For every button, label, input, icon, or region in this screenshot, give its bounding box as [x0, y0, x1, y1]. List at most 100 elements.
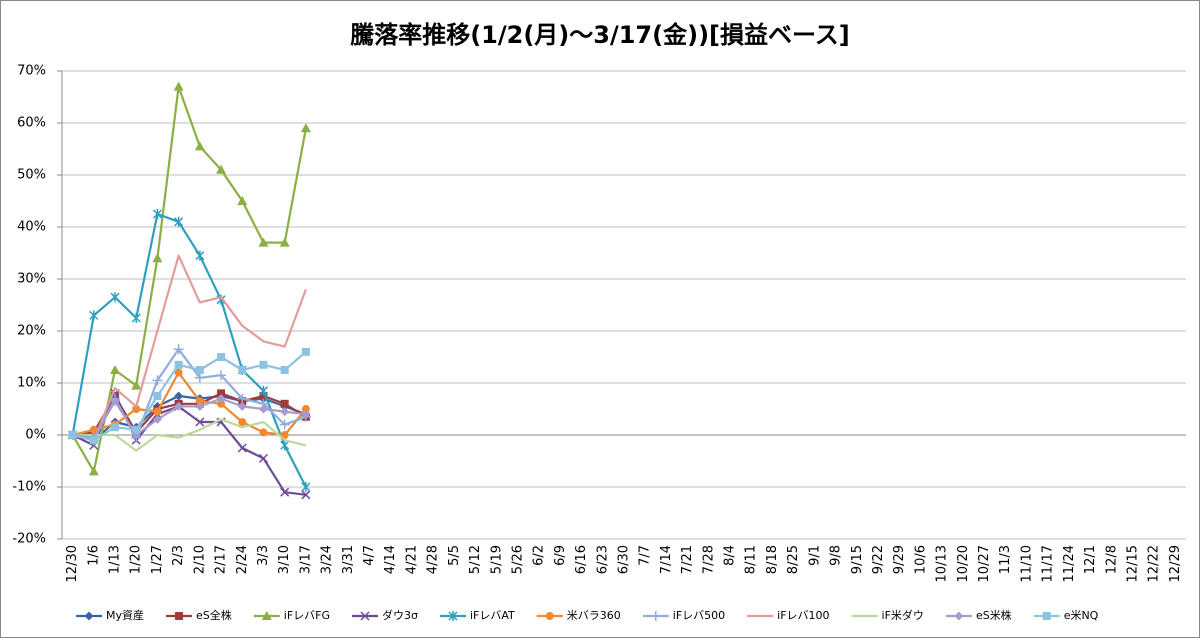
marker: [216, 164, 227, 174]
legend-item: eS全株: [166, 608, 232, 622]
marker: [110, 365, 121, 374]
marker: [448, 611, 458, 621]
x-tick-label: 12/22: [1147, 545, 1162, 582]
x-tick-label: 4/14: [383, 545, 398, 574]
marker: [111, 423, 120, 432]
y-tick-label: -20%: [12, 532, 46, 547]
legend-item: eS米株: [945, 608, 1012, 622]
marker: [174, 360, 183, 369]
marker: [261, 611, 272, 620]
legend-item: iFレバ100: [747, 609, 830, 622]
x-tick-label: 9/8: [829, 545, 844, 566]
marker: [132, 425, 141, 434]
marker: [195, 250, 205, 261]
marker: [545, 612, 554, 620]
marker: [152, 209, 162, 219]
legend-label: iF米ダウ: [882, 608, 924, 622]
marker: [237, 401, 247, 411]
marker: [650, 611, 661, 621]
y-tick-label: 50%: [17, 168, 46, 183]
marker: [195, 417, 205, 427]
x-tick-label: 1/27: [150, 545, 165, 574]
x-tick-label: 10/6: [913, 545, 928, 574]
marker: [89, 310, 99, 321]
y-tick-label: 0%: [25, 428, 46, 443]
legend-item: ダウ3σ: [352, 608, 418, 622]
x-tick-label: 5/19: [489, 545, 504, 574]
x-tick-label: 3/31: [341, 545, 356, 574]
marker: [173, 81, 184, 91]
marker: [259, 428, 268, 437]
x-tick-label: 8/11: [744, 545, 759, 574]
x-tick-label: 1/20: [129, 545, 144, 574]
marker: [110, 292, 120, 303]
marker: [301, 347, 310, 356]
marker: [152, 375, 163, 386]
legend-item: iF米ダウ: [851, 608, 924, 622]
x-tick-label: 8/4: [723, 545, 738, 566]
x-tick-label: 9/15: [850, 545, 865, 574]
x-tick-label: 2/17: [214, 545, 229, 574]
x-tick-label: 9/22: [871, 545, 886, 574]
y-tick-label: -10%: [12, 480, 46, 495]
marker: [954, 611, 964, 621]
marker: [258, 237, 269, 247]
legend-item: iFレバAT: [439, 609, 515, 622]
legend-label: 米バラ360: [567, 609, 621, 622]
legend-item: 米バラ360: [536, 609, 621, 622]
legend-item: e米NQ: [1033, 609, 1099, 622]
marker: [152, 414, 162, 424]
x-tick-label: 12/30: [65, 545, 80, 582]
x-tick-label: 6/16: [574, 545, 589, 574]
y-tick-label: 10%: [17, 376, 46, 391]
marker: [68, 431, 77, 439]
marker: [152, 253, 163, 263]
marker: [194, 141, 205, 151]
marker: [280, 440, 290, 451]
legend-item: iFレバ500: [642, 609, 725, 622]
x-tick-label: 5/26: [510, 545, 525, 574]
marker: [194, 372, 205, 383]
marker: [174, 391, 184, 401]
marker: [280, 399, 289, 408]
legend-label: iFレバAT: [470, 609, 515, 622]
marker: [259, 360, 268, 369]
marker: [280, 407, 290, 417]
marker: [173, 344, 184, 355]
marker: [301, 490, 311, 500]
marker: [88, 466, 99, 476]
x-tick-label: 10/13: [935, 545, 950, 582]
chart-title: 騰落率推移(1/2(月)～3/17(金))[損益ベース]: [350, 21, 850, 49]
marker: [131, 313, 141, 323]
legend-label: iFレバFG: [284, 609, 330, 622]
legend-item: My資産: [76, 609, 144, 622]
marker: [174, 368, 183, 377]
x-tick-label: 12/1: [1083, 545, 1098, 574]
marker: [175, 612, 184, 620]
y-tick-label: 70%: [17, 64, 46, 79]
series-line: [72, 418, 307, 452]
x-tick-label: 3/10: [277, 545, 292, 574]
marker: [195, 366, 204, 374]
legend-label: e米NQ: [1064, 609, 1099, 622]
x-tick-label: 2/10: [192, 545, 207, 574]
x-tick-label: 7/7: [638, 545, 653, 566]
marker: [237, 196, 248, 205]
legend-label: iFレバ500: [673, 609, 725, 622]
marker: [195, 401, 205, 411]
marker: [217, 399, 226, 408]
marker: [238, 418, 247, 426]
x-tick-label: 5/5: [447, 545, 462, 566]
legend-label: ダウ3σ: [382, 608, 418, 622]
marker: [89, 436, 98, 445]
x-tick-label: 7/14: [659, 545, 674, 574]
series-line: [72, 254, 307, 442]
x-tick-label: 11/24: [1062, 545, 1077, 582]
x-tick-label: 3/17: [298, 545, 313, 574]
legend-label: eS全株: [196, 608, 232, 622]
x-tick-label: 6/2: [532, 545, 547, 566]
legend-item: iFレバFG: [253, 609, 330, 622]
marker: [216, 370, 227, 381]
marker: [217, 353, 226, 361]
